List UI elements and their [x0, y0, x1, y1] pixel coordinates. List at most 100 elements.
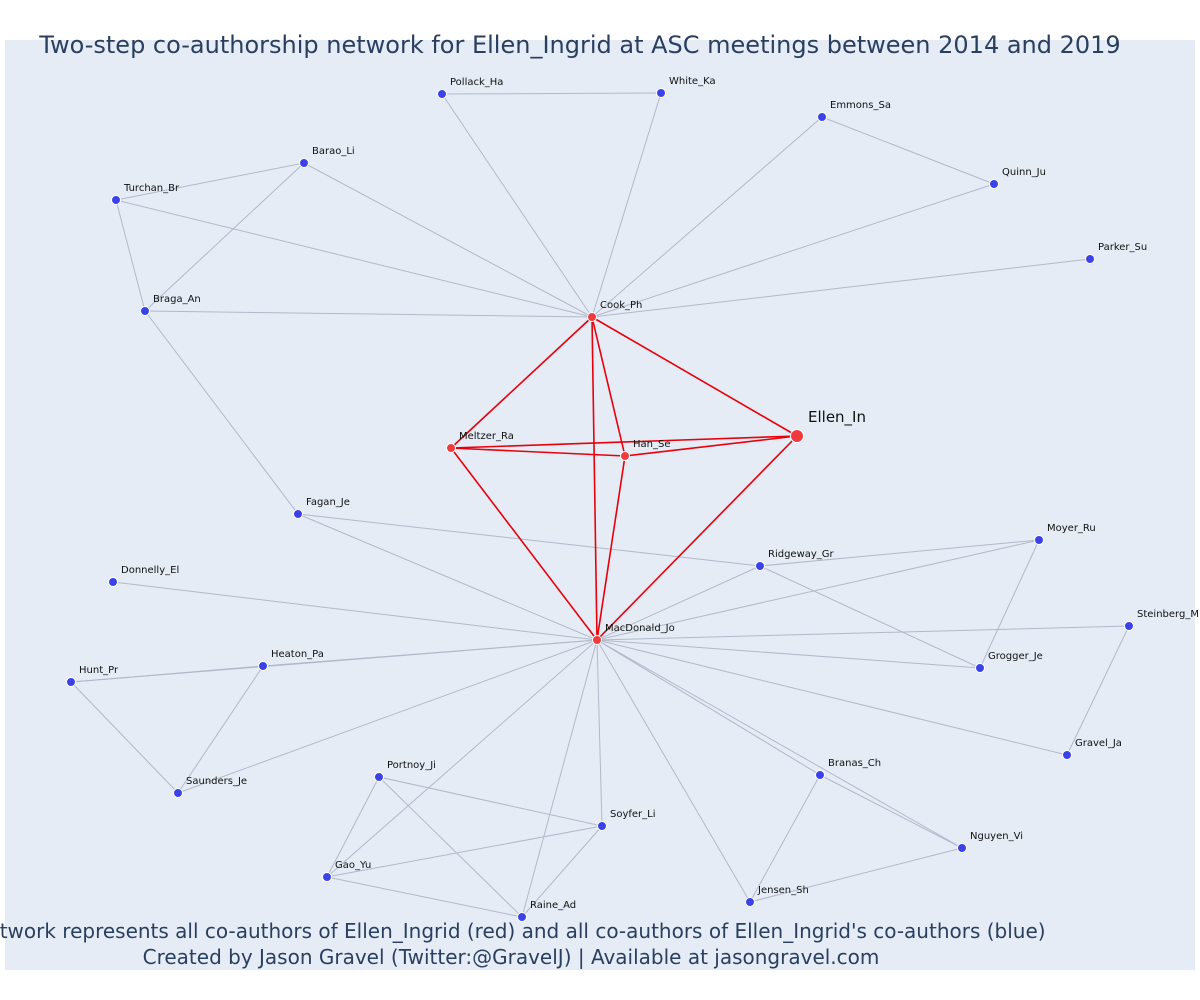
node-label-Steinberg_M: Steinberg_M	[1137, 609, 1199, 620]
node-Pollack_Ha[interactable]	[437, 89, 447, 99]
node-label-Nguyen_Vi: Nguyen_Vi	[970, 831, 1023, 842]
coauthor-edges	[450, 316, 798, 641]
node-label-Han_Se: Han_Se	[633, 439, 671, 450]
edge-Meltzer_Ra-MacDonald_Jo	[450, 447, 598, 641]
edge-Ridgeway_Gr-Grogger_Je	[759, 565, 981, 669]
edge-Emmons_Sa-Quinn_Ju	[821, 116, 995, 185]
node-White_Ka[interactable]	[656, 88, 666, 98]
node-Cook_Ph[interactable]	[587, 312, 597, 322]
node-label-Cook_Ph: Cook_Ph	[600, 300, 642, 311]
node-Quinn_Ju[interactable]	[989, 179, 999, 189]
node-label-Branas_Ch: Branas_Ch	[828, 758, 881, 769]
node-label-Hunt_Pr: Hunt_Pr	[79, 665, 119, 676]
edge-MacDonald_Jo-Gao_Yu	[326, 639, 598, 878]
edge-Portnoy_Ji-Gao_Yu	[326, 776, 380, 878]
node-label-Quinn_Ju: Quinn_Ju	[1002, 167, 1046, 178]
node-label-Grogger_Je: Grogger_Je	[988, 651, 1043, 662]
node-label-Gravel_Ja: Gravel_Ja	[1075, 738, 1122, 749]
edge-Cook_Ph-Parker_Su	[591, 258, 1091, 318]
node-labels-layer: Ellen_In Cook_Ph Meltzer_Ra Han_Se MacDonald…	[79, 76, 1199, 911]
node-Gao_Yu[interactable]	[322, 872, 332, 882]
edge-MacDonald_Jo-Moyer_Ru	[596, 539, 1040, 641]
plot-background	[5, 40, 1195, 970]
edge-Han_Se-MacDonald_Jo	[596, 455, 626, 641]
node-Donnelly_El[interactable]	[108, 577, 118, 587]
edge-Ellen_In-Han_Se	[624, 435, 798, 457]
node-MacDonald_Jo[interactable]	[592, 635, 602, 645]
edge-MacDonald_Jo-Saunders_Je	[177, 639, 598, 794]
node-label-Emmons_Sa: Emmons_Sa	[830, 100, 891, 111]
node-Han_Se[interactable]	[620, 451, 630, 461]
node-Portnoy_Ji[interactable]	[374, 772, 384, 782]
node-Ridgeway_Gr[interactable]	[755, 561, 765, 571]
node-label-Saunders_Je: Saunders_Je	[186, 776, 247, 787]
node-label-Parker_Su: Parker_Su	[1098, 242, 1147, 253]
node-label-Braga_An: Braga_An	[153, 294, 201, 305]
node-Grogger_Je[interactable]	[975, 663, 985, 673]
node-Barao_Li[interactable]	[299, 158, 309, 168]
node-Steinberg_M[interactable]	[1124, 621, 1134, 631]
node-label-Gao_Yu: Gao_Yu	[335, 860, 371, 871]
edge-Portnoy_Ji-Raine_Ad	[378, 776, 523, 918]
second-step-edges	[70, 92, 1130, 918]
node-Nguyen_Vi[interactable]	[957, 843, 967, 853]
node-Ellen_In[interactable]	[790, 429, 804, 443]
edge-Meltzer_Ra-Han_Se	[450, 447, 626, 457]
edge-MacDonald_Jo-Nguyen_Vi	[596, 639, 963, 849]
edge-Steinberg_M-Gravel_Ja	[1066, 625, 1130, 756]
edge-Cook_Ph-Quinn_Ju	[591, 183, 995, 318]
node-Jensen_Sh[interactable]	[745, 897, 755, 907]
edge-Cook_Ph-MacDonald_Jo	[591, 316, 598, 641]
node-Saunders_Je[interactable]	[173, 788, 183, 798]
node-Fagan_Je[interactable]	[293, 509, 303, 519]
edge-Branas_Ch-Jensen_Sh	[749, 774, 821, 903]
edge-Cook_Ph-Turchan_Br	[115, 199, 593, 318]
edge-Ellen_In-Cook_Ph	[591, 316, 798, 437]
edge-Barao_Li-Braga_An	[144, 162, 305, 312]
edge-Soyfer_Li-Raine_Ad	[521, 825, 603, 918]
edge-Cook_Ph-Pollack_Ha	[441, 93, 593, 318]
edge-Gao_Yu-Soyfer_Li	[326, 825, 603, 878]
node-label-Barao_Li: Barao_Li	[312, 146, 355, 157]
edge-Cook_Ph-Barao_Li	[303, 162, 593, 318]
node-label-Pollack_Ha: Pollack_Ha	[450, 77, 503, 88]
edge-Cook_Ph-White_Ka	[591, 92, 662, 318]
node-label-Turchan_Br: Turchan_Br	[123, 183, 180, 194]
caption-line-1: Network represents all co-authors of Ell…	[0, 919, 1046, 943]
edge-Moyer_Ru-Grogger_Je	[979, 539, 1040, 669]
edge-Turchan_Br-Barao_Li	[115, 162, 305, 201]
node-Soyfer_Li[interactable]	[597, 821, 607, 831]
edge-Fagan_Je-Ridgeway_Gr	[297, 513, 761, 567]
node-Turchan_Br[interactable]	[111, 195, 121, 205]
node-Branas_Ch[interactable]	[815, 770, 825, 780]
node-label-Jensen_Sh: Jensen_Sh	[757, 885, 809, 896]
node-Raine_Ad[interactable]	[517, 912, 527, 922]
node-Parker_Su[interactable]	[1085, 254, 1095, 264]
node-label-Ellen_In: Ellen_In	[808, 408, 866, 427]
chart-title: Two-step co-authorship network for Ellen…	[38, 31, 1120, 59]
node-label-Fagan_Je: Fagan_Je	[306, 497, 350, 508]
node-Gravel_Ja[interactable]	[1062, 750, 1072, 760]
edge-MacDonald_Jo-Grogger_Je	[596, 639, 981, 669]
node-label-Moyer_Ru: Moyer_Ru	[1047, 523, 1096, 534]
edge-Ellen_In-Meltzer_Ra	[450, 435, 798, 449]
node-Emmons_Sa[interactable]	[817, 112, 827, 122]
edge-MacDonald_Jo-Donnelly_El	[112, 581, 598, 641]
edge-Ellen_In-MacDonald_Jo	[596, 435, 798, 641]
node-Braga_An[interactable]	[140, 306, 150, 316]
node-Heaton_Pa[interactable]	[258, 661, 268, 671]
edge-Heaton_Pa-Saunders_Je	[177, 665, 264, 794]
node-label-Ridgeway_Gr: Ridgeway_Gr	[768, 549, 835, 560]
edge-Portnoy_Ji-Soyfer_Li	[378, 776, 603, 827]
edge-MacDonald_Jo-Gravel_Ja	[596, 639, 1068, 756]
edge-MacDonald_Jo-Raine_Ad	[521, 639, 598, 918]
edge-Nguyen_Vi-Jensen_Sh	[749, 847, 963, 903]
edge-Hunt_Pr-Saunders_Je	[70, 681, 179, 794]
edge-MacDonald_Jo-Branas_Ch	[596, 639, 821, 776]
node-Hunt_Pr[interactable]	[66, 677, 76, 687]
node-Moyer_Ru[interactable]	[1034, 535, 1044, 545]
node-Meltzer_Ra[interactable]	[446, 443, 456, 453]
edge-Turchan_Br-Braga_An	[115, 199, 146, 312]
edge-Cook_Ph-Han_Se	[591, 316, 626, 457]
